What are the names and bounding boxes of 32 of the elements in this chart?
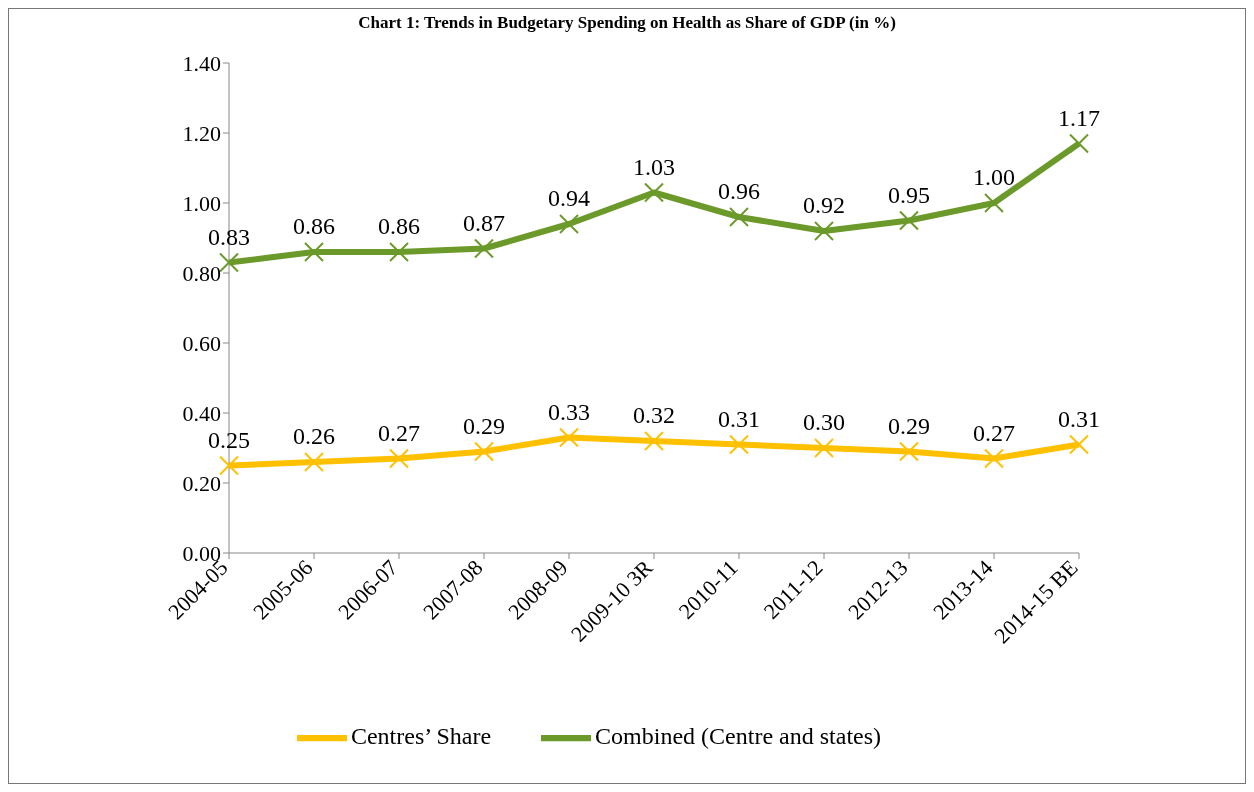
data-label: 0.27 — [378, 419, 420, 446]
data-label: 0.26 — [293, 423, 335, 449]
data-label: 0.92 — [803, 192, 845, 218]
data-label: 0.30 — [803, 409, 845, 435]
data-label: 0.25 — [208, 426, 250, 453]
data-label: 0.86 — [378, 213, 420, 239]
y-tick-label: 0.20 — [182, 470, 221, 496]
y-tick-label: 1.20 — [182, 120, 221, 146]
chart-title: Chart 1: Trends in Budgetary Spending on Health as Share of GDP (in %) — [357, 12, 897, 33]
data-label: 1.03 — [633, 153, 675, 180]
y-tick-label: 1.00 — [182, 190, 221, 216]
data-label: 0.95 — [888, 181, 930, 208]
data-label: 0.27 — [973, 419, 1015, 446]
data-label: 0.32 — [633, 402, 675, 428]
data-label: 0.31 — [718, 405, 760, 432]
data-label: 0.29 — [463, 412, 505, 439]
data-label: 1.00 — [973, 164, 1015, 190]
y-tick-label: 0.40 — [182, 400, 221, 426]
data-label: 0.31 — [1058, 405, 1100, 432]
data-label: 0.86 — [293, 213, 335, 239]
legend-label: Centres’ Share — [350, 722, 492, 749]
y-tick-label: 0.60 — [182, 330, 221, 356]
y-tick-label: 1.40 — [182, 50, 221, 76]
y-tick-label: 0.80 — [182, 260, 221, 286]
legend-label: Combined (Centre and states) — [595, 722, 882, 749]
data-label: 0.96 — [718, 178, 760, 204]
data-label: 0.87 — [463, 209, 505, 236]
data-label: 0.83 — [208, 223, 250, 250]
data-label: 0.94 — [548, 185, 590, 211]
data-label: 0.33 — [548, 398, 590, 425]
data-label: 0.29 — [888, 412, 930, 439]
data-label: 1.17 — [1058, 104, 1100, 131]
